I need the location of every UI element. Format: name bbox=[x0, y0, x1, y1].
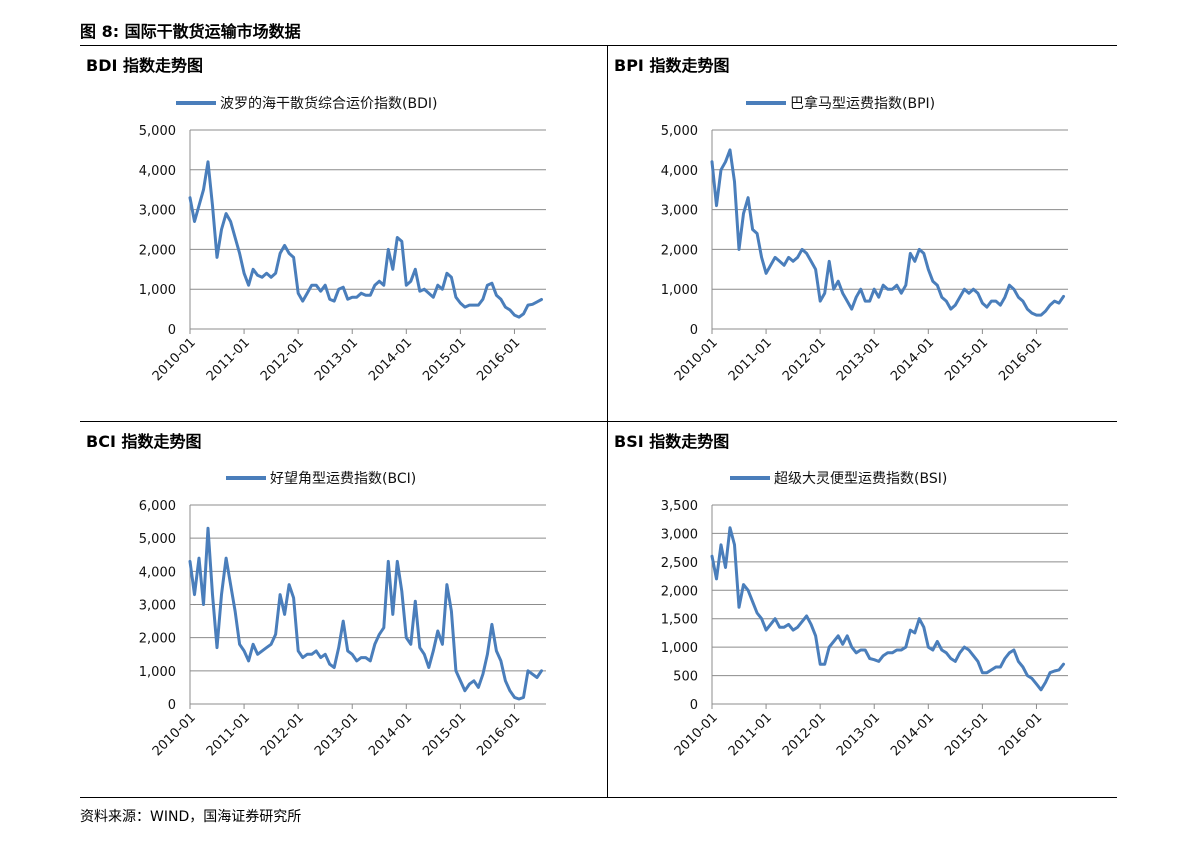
bdi-panel: BDI 指数走势图 0 1,000 2,000 3,000 4,000 5,000 201… bbox=[80, 46, 607, 421]
bsi-ytick-label: 0 bbox=[690, 698, 698, 713]
bsi-panel: BSI 指数走势图 0 500 1,000 1,500 2,000 2,500 3,000 3… bbox=[608, 422, 1117, 797]
source-note: 资料来源：WIND，国海证券研究所 bbox=[80, 809, 302, 825]
bci-ytick-label: 2,000 bbox=[139, 632, 176, 647]
bdi-ytick-label: 1,000 bbox=[139, 283, 176, 298]
bpi-xtick-label: 2014-01 bbox=[888, 335, 937, 384]
bdi-ytick-label: 4,000 bbox=[139, 164, 176, 179]
middle-rule bbox=[80, 421, 1117, 422]
bsi-ytick-label: 2,500 bbox=[661, 556, 698, 571]
bci-gridlines bbox=[190, 504, 546, 705]
bsi-ytick-label: 3,500 bbox=[661, 499, 698, 514]
bpi-xtick-label: 2011-01 bbox=[726, 335, 775, 384]
bpi-xtick-label: 2015-01 bbox=[942, 335, 991, 384]
bpi-series-line bbox=[710, 148, 1065, 317]
bpi-ytick-label: 4,000 bbox=[661, 164, 698, 179]
bdi-xtick-label: 2015-01 bbox=[420, 335, 469, 384]
bpi-ytick-label: 0 bbox=[690, 323, 698, 338]
bsi-xtick-label: 2013-01 bbox=[834, 710, 883, 759]
bdi-ytick-label: 0 bbox=[168, 323, 176, 338]
bpi-gridlines bbox=[712, 129, 1068, 330]
bsi-ytick-label: 2,000 bbox=[661, 584, 698, 599]
bsi-y-axis: 0 500 1,000 1,500 2,000 2,500 3,000 3,500 bbox=[661, 499, 713, 713]
bci-ytick-label: 1,000 bbox=[139, 665, 176, 680]
bdi-y-axis: 0 1,000 2,000 3,000 4,000 5,000 bbox=[139, 124, 191, 338]
bdi-chart-title: BDI 指数走势图 bbox=[86, 56, 204, 75]
bsi-x-axis: 2010-01 2011-01 2012-01 2013-01 2014-01 2015-… bbox=[672, 704, 1045, 759]
bdi-x-axis: 2010-01 2011-01 2012-01 2013-01 2014-01 2015-… bbox=[150, 329, 523, 384]
bdi-xtick-label: 2010-01 bbox=[150, 335, 199, 384]
vertical-divider bbox=[607, 45, 608, 797]
bsi-xtick-label: 2011-01 bbox=[726, 710, 775, 759]
bci-ytick-label: 3,000 bbox=[139, 599, 176, 614]
bci-legend-label: 好望角型运费指数(BCI) bbox=[270, 471, 416, 487]
bdi-xtick-label: 2013-01 bbox=[312, 335, 361, 384]
bci-y-axis: 0 1,000 2,000 3,000 4,000 5,000 6,000 bbox=[139, 499, 191, 713]
bdi-ytick-label: 2,000 bbox=[139, 243, 176, 258]
bsi-ytick-label: 1,000 bbox=[661, 641, 698, 656]
bpi-xtick-label: 2010-01 bbox=[672, 335, 721, 384]
bpi-ytick-label: 1,000 bbox=[661, 283, 698, 298]
bsi-ytick-label: 1,500 bbox=[661, 613, 698, 628]
bsi-chart-title: BSI 指数走势图 bbox=[614, 432, 730, 451]
bdi-chart: 0 1,000 2,000 3,000 4,000 5,000 2010-01 2011-0… bbox=[139, 95, 546, 384]
bci-xtick-label: 2013-01 bbox=[312, 710, 361, 759]
bpi-chart: 0 1,000 2,000 3,000 4,000 5,000 2010-01 2011-0… bbox=[661, 95, 1068, 384]
bci-xtick-label: 2010-01 bbox=[150, 710, 199, 759]
bsi-gridlines bbox=[712, 504, 1068, 705]
bci-ytick-label: 4,000 bbox=[139, 565, 176, 580]
bpi-ytick-label: 3,000 bbox=[661, 204, 698, 219]
bci-ytick-label: 5,000 bbox=[139, 532, 176, 547]
bci-ytick-label: 0 bbox=[168, 698, 176, 713]
bci-xtick-label: 2015-01 bbox=[420, 710, 469, 759]
bdi-legend-label: 波罗的海干散货综合运价指数(BDI) bbox=[220, 95, 437, 112]
bpi-chart-title: BPI 指数走势图 bbox=[614, 56, 730, 75]
bci-ytick-label: 6,000 bbox=[139, 499, 176, 514]
bottom-rule bbox=[80, 797, 1117, 798]
bci-x-axis: 2010-01 2011-01 2012-01 2013-01 2014-01 2015-… bbox=[150, 704, 523, 759]
bdi-xtick-label: 2012-01 bbox=[258, 335, 307, 384]
bpi-legend-label: 巴拿马型运费指数(BPI) bbox=[790, 95, 935, 112]
bsi-xtick-label: 2010-01 bbox=[672, 710, 721, 759]
bsi-series-line bbox=[710, 526, 1065, 692]
bsi-legend: 超级大灵便型运费指数(BSI) bbox=[730, 471, 947, 487]
bsi-xtick-label: 2012-01 bbox=[780, 710, 829, 759]
bpi-xtick-label: 2012-01 bbox=[780, 335, 829, 384]
bsi-xtick-label: 2015-01 bbox=[942, 710, 991, 759]
bdi-legend: 波罗的海干散货综合运价指数(BDI) bbox=[176, 95, 437, 112]
bpi-xtick-label: 2013-01 bbox=[834, 335, 883, 384]
bsi-legend-label: 超级大灵便型运费指数(BSI) bbox=[774, 471, 947, 487]
bdi-ytick-label: 5,000 bbox=[139, 124, 176, 139]
bsi-chart: 0 500 1,000 1,500 2,000 2,500 3,000 3,500 2010-… bbox=[661, 471, 1068, 759]
bci-xtick-label: 2014-01 bbox=[366, 710, 415, 759]
bdi-series-line bbox=[188, 160, 543, 319]
bpi-panel: BPI 指数走势图 0 1,000 2,000 3,000 4,000 5,000 201… bbox=[608, 46, 1117, 421]
bpi-ytick-label: 5,000 bbox=[661, 124, 698, 139]
figure-title: 图 8: 国际干散货运输市场数据 bbox=[80, 22, 301, 41]
bpi-xtick-label: 2016-01 bbox=[996, 335, 1045, 384]
bdi-xtick-label: 2014-01 bbox=[366, 335, 415, 384]
bci-series-line bbox=[188, 526, 543, 701]
top-rule bbox=[80, 45, 1117, 46]
bpi-ytick-label: 2,000 bbox=[661, 243, 698, 258]
bsi-ytick-label: 3,000 bbox=[661, 527, 698, 542]
bpi-x-axis: 2010-01 2011-01 2012-01 2013-01 2014-01 2015-… bbox=[672, 329, 1045, 384]
bdi-xtick-label: 2016-01 bbox=[474, 335, 523, 384]
bci-xtick-label: 2011-01 bbox=[204, 710, 253, 759]
bdi-xtick-label: 2011-01 bbox=[204, 335, 253, 384]
bsi-xtick-label: 2014-01 bbox=[888, 710, 937, 759]
bsi-xtick-label: 2016-01 bbox=[996, 710, 1045, 759]
bpi-legend: 巴拿马型运费指数(BPI) bbox=[746, 95, 935, 112]
bpi-y-axis: 0 1,000 2,000 3,000 4,000 5,000 bbox=[661, 124, 713, 338]
bdi-gridlines bbox=[190, 129, 546, 330]
bci-xtick-label: 2016-01 bbox=[474, 710, 523, 759]
bci-legend: 好望角型运费指数(BCI) bbox=[226, 471, 416, 487]
bdi-ytick-label: 3,000 bbox=[139, 204, 176, 219]
bci-chart-title: BCI 指数走势图 bbox=[86, 432, 202, 451]
bci-xtick-label: 2012-01 bbox=[258, 710, 307, 759]
bsi-ytick-label: 500 bbox=[673, 670, 698, 685]
bci-panel: BCI 指数走势图 0 1,000 2,000 3,000 4,000 5,000 6,00… bbox=[80, 422, 607, 797]
